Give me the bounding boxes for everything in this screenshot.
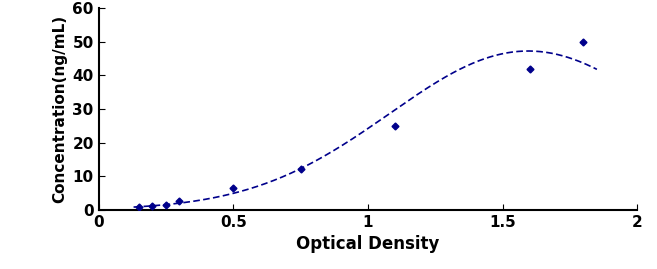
X-axis label: Optical Density: Optical Density — [296, 235, 440, 253]
Y-axis label: Concentration(ng/mL): Concentration(ng/mL) — [52, 15, 67, 203]
